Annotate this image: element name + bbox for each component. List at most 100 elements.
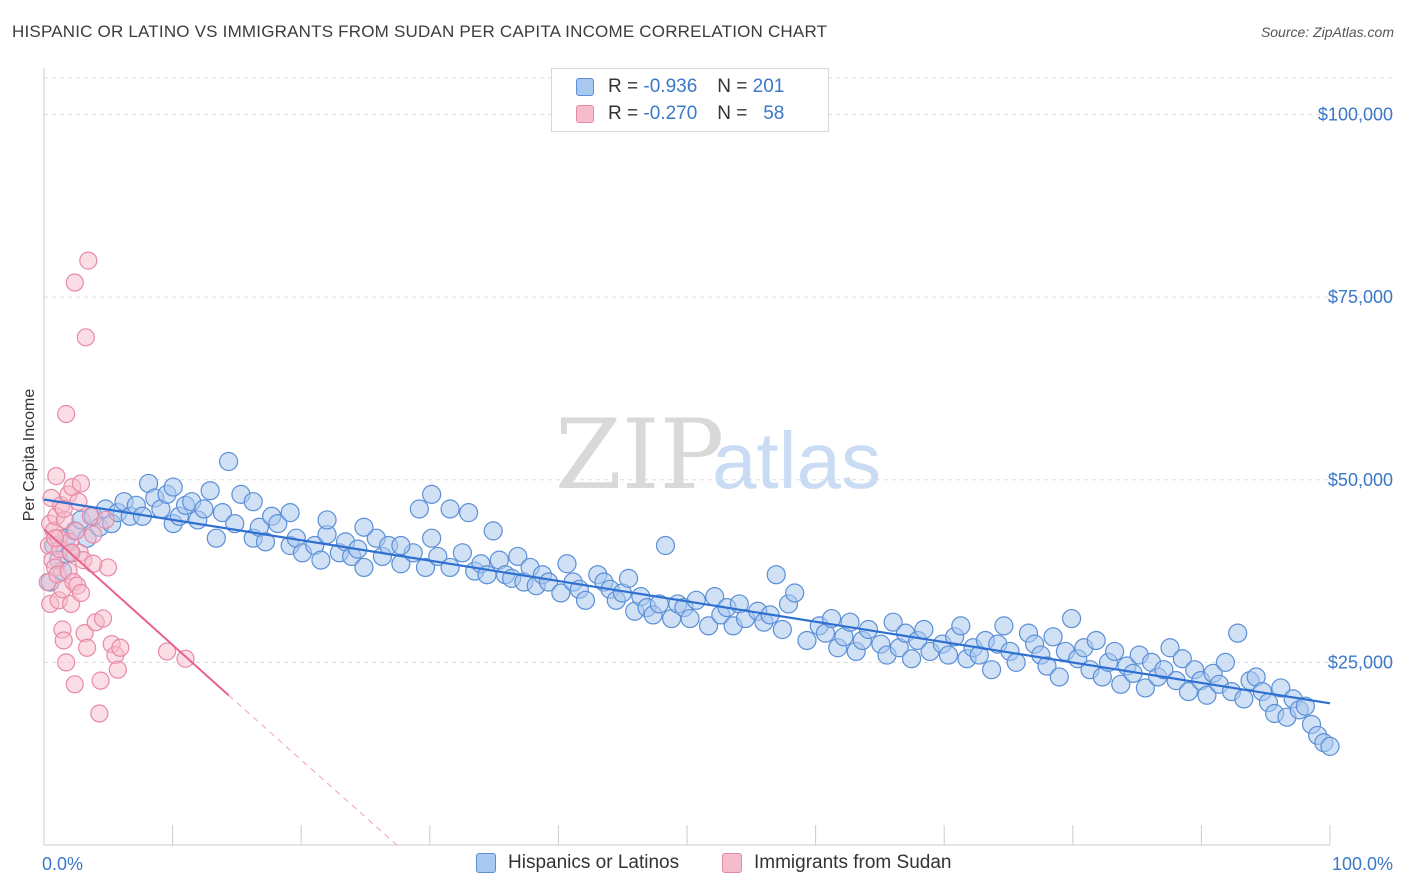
data-point-sudan [81, 507, 100, 526]
n-label: N = [717, 103, 748, 124]
r-value: -0.936 [643, 76, 698, 97]
r-label: R = [608, 103, 639, 124]
data-point-hispanics [1037, 656, 1057, 676]
data-point-hispanics [914, 619, 934, 640]
data-point-hispanics [206, 528, 226, 548]
data-point-hispanics [618, 568, 639, 588]
trend-extension-sudan [228, 694, 398, 846]
x-tick-label: 0.0% [42, 854, 83, 874]
axes [43, 68, 1331, 846]
data-point-hispanics [268, 513, 288, 534]
trend-lines [43, 498, 1331, 846]
data-point-sudan [66, 521, 86, 540]
data-point-hispanics [1234, 689, 1254, 709]
x-tick-label: 100.0% [1332, 854, 1393, 874]
data-point-hispanics [1295, 696, 1315, 716]
y-axis-label: Per Capita Income [21, 389, 38, 522]
data-point-hispanics [1228, 623, 1248, 643]
data-point-hispanics [1061, 608, 1082, 629]
data-point-sudan [157, 642, 177, 661]
data-point-hispanics [311, 550, 331, 570]
y-tick-label: $25,000 [1328, 652, 1393, 672]
data-point-sudan [111, 638, 130, 657]
n-value: 58 [763, 103, 785, 124]
data-point-hispanics [1160, 638, 1180, 658]
source-label: Source: ZipAtlas.com [1260, 24, 1394, 40]
y-tick-label: $75,000 [1328, 287, 1393, 307]
data-point-hispanics [317, 510, 337, 530]
data-point-hispanics [354, 517, 374, 537]
data-point-sudan [79, 251, 98, 270]
data-point-hispanics [994, 616, 1014, 636]
trend-line-sudan [43, 528, 230, 696]
data-point-hispanics [1197, 685, 1217, 705]
data-point-hispanics [1105, 641, 1125, 662]
data-point-hispanics [391, 535, 411, 556]
r-value: -0.270 [643, 103, 698, 124]
data-point-hispanics [415, 557, 436, 578]
correlation-legend: R = -0.936 N = 201 R = -0.270 N = 58 [551, 68, 829, 132]
data-point-hispanics [422, 484, 442, 504]
data-point-hispanics [280, 503, 300, 523]
data-point-hispanics [452, 543, 473, 563]
data-point-hispanics [163, 477, 183, 497]
data-point-hispanics [422, 528, 442, 548]
data-point-sudan [57, 404, 76, 424]
data-point-sudan [96, 510, 115, 530]
trend-line-hispanics [43, 498, 1331, 705]
data-point-hispanics [194, 499, 214, 519]
data-point-sudan [71, 474, 91, 493]
n-label: N = [717, 76, 748, 97]
series-legend: Hispanics or Latinos Immigrants from Sud… [0, 852, 1406, 878]
data-point-hispanics [1043, 627, 1063, 647]
legend-label: Hispanics or Latinos [508, 852, 680, 873]
data-point-hispanics [785, 583, 805, 603]
data-point-sudan [54, 631, 73, 650]
legend-item-sudan: Immigrants from Sudan [722, 852, 951, 874]
data-point-sudan [91, 671, 110, 690]
data-point-hispanics [1215, 652, 1235, 672]
data-point-hispanics [557, 554, 577, 574]
grid-lines [44, 77, 1393, 663]
data-point-hispanics [409, 499, 429, 519]
data-point-hispanics [698, 616, 719, 636]
data-point-sudan [57, 653, 76, 672]
data-point-hispanics [655, 535, 676, 556]
data-point-hispanics [951, 616, 971, 636]
legend-label: Immigrants from Sudan [754, 852, 952, 873]
data-point-hispanics [1049, 667, 1069, 687]
data-point-hispanics [255, 532, 276, 552]
data-point-hispanics [797, 630, 817, 651]
chart-title: HISPANIC OR LATINO VS IMMIGRANTS FROM SU… [12, 22, 828, 41]
data-point-hispanics [1006, 652, 1026, 672]
data-point-hispanics [686, 590, 706, 610]
data-point-hispanics [218, 451, 239, 472]
data-point-sudan [84, 525, 103, 544]
legend-swatch-blue [576, 78, 594, 96]
data-point-hispanics [200, 481, 220, 501]
data-point-hispanics [1320, 736, 1340, 756]
data-point-hispanics [483, 521, 503, 541]
y-tick-labels: $25,000 $50,000 $75,000 $100,000 [1318, 105, 1393, 673]
data-point-sudan [76, 328, 95, 347]
data-point-hispanics [1086, 630, 1106, 651]
data-point-hispanics [1271, 678, 1291, 698]
data-point-hispanics [1111, 674, 1131, 694]
data-point-sudan [65, 675, 84, 694]
data-point-hispanics [508, 546, 528, 567]
data-point-sudan [65, 273, 84, 292]
data-point-sudan [98, 558, 118, 577]
data-point-hispanics [883, 612, 903, 632]
data-point-hispanics [212, 503, 233, 523]
data-point-sudan [54, 499, 73, 519]
data-point-hispanics [440, 557, 460, 578]
y-tick-label: $100,000 [1318, 105, 1393, 125]
data-point-sudan [77, 638, 97, 657]
data-point-hispanics [575, 590, 596, 610]
legend-swatch-pink [576, 105, 594, 123]
watermark: ZIP atlas [555, 399, 881, 511]
n-value: 201 [752, 76, 785, 97]
legend-row-sudan: R = -0.270 N = 58 [576, 102, 784, 126]
data-point-hispanics [772, 619, 792, 640]
